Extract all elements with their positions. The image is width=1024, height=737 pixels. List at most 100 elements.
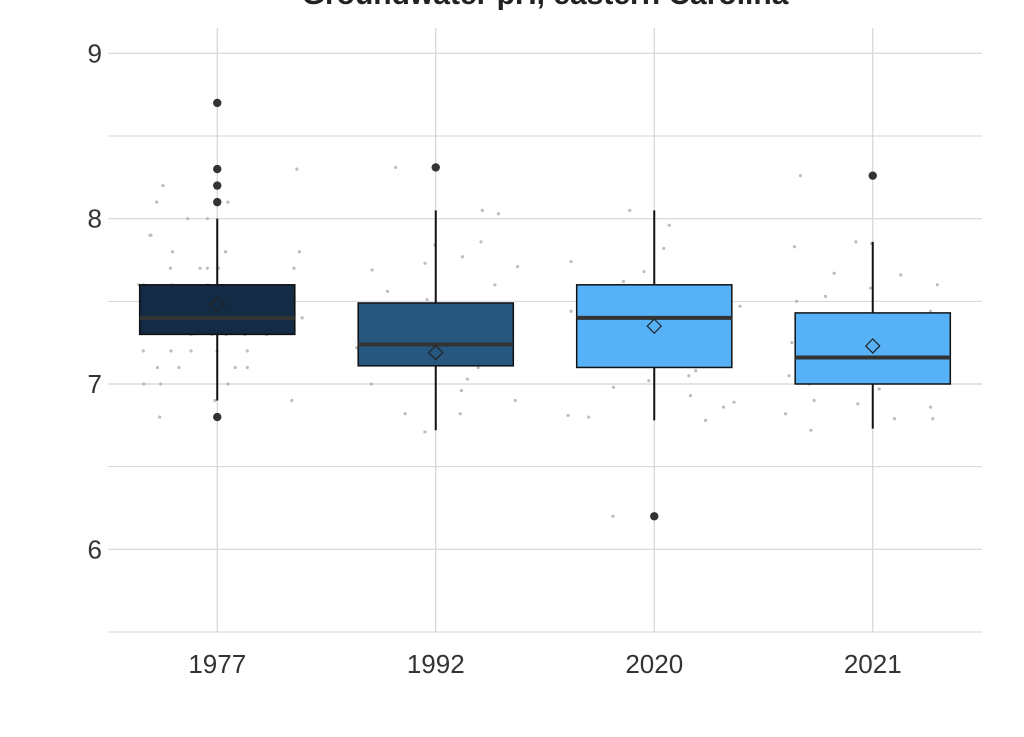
jitter-point: [300, 316, 304, 320]
jitter-point: [479, 240, 483, 244]
outlier-point: [213, 412, 222, 422]
jitter-point: [787, 374, 791, 378]
jitter-point: [245, 365, 249, 370]
jitter-point: [647, 379, 651, 383]
jitter-point: [155, 365, 160, 370]
jitter-point: [158, 415, 162, 419]
x-tick-label: 1977: [188, 649, 246, 679]
jitter-point: [496, 212, 500, 216]
jitter-point: [493, 283, 497, 287]
jitter-point: [177, 365, 181, 370]
jitter-point: [149, 233, 153, 237]
jitter-point: [832, 271, 836, 275]
jitter-point: [245, 349, 249, 353]
jitter-point: [935, 283, 939, 287]
jitter-point: [899, 273, 903, 277]
box-iqr: [794, 312, 952, 385]
jitter-point: [385, 289, 390, 294]
jitter-point: [403, 412, 407, 416]
y-tick-label: 8: [88, 204, 102, 234]
outlier-point: [213, 181, 222, 190]
jitter-point: [869, 286, 873, 290]
jitter-point: [569, 309, 573, 313]
jitter-point: [798, 174, 803, 178]
jitter-point: [812, 398, 816, 403]
jitter-point: [476, 365, 480, 370]
jitter-point: [621, 279, 626, 284]
jitter-point: [170, 250, 175, 254]
jitter-point: [856, 402, 860, 406]
jitter-point: [465, 377, 469, 381]
jitter-point: [292, 266, 296, 270]
jitter-point: [928, 405, 933, 409]
jitter-point: [460, 255, 465, 259]
jitter-point: [290, 398, 294, 403]
jitter-point: [877, 387, 881, 391]
x-axis-ticks: 1977 1992 2020 2021: [188, 649, 901, 679]
jitter-point: [587, 415, 591, 419]
jitter-point: [794, 299, 799, 303]
jitter-point: [792, 245, 797, 249]
jitter-point: [458, 412, 462, 416]
jitter-point: [141, 349, 145, 353]
jitter-point: [928, 309, 933, 313]
mean-marker: [646, 318, 663, 334]
x-tick-label: 2020: [625, 649, 683, 679]
jitter-point: [513, 398, 517, 403]
mean-marker: [427, 344, 444, 361]
jitter-point: [189, 349, 193, 353]
jitter-point: [480, 208, 484, 212]
jitter-point: [566, 413, 570, 418]
jitter-point: [423, 261, 427, 265]
jitter-point: [142, 382, 146, 386]
jitter-point: [569, 260, 573, 264]
jitter-point: [642, 269, 646, 274]
jitter-point: [233, 365, 237, 370]
jitter-point: [687, 374, 691, 378]
jitter-point: [809, 428, 813, 432]
jitter-point: [721, 405, 726, 409]
jitter-point: [161, 184, 165, 188]
jitter-point: [159, 382, 163, 386]
jitter-point: [370, 268, 374, 272]
box-iqr: [138, 284, 296, 336]
jitter-point: [459, 389, 464, 393]
jitter-point: [425, 298, 429, 302]
jitter-point: [892, 417, 897, 421]
jitter-point: [226, 200, 230, 204]
jitter-point: [823, 294, 828, 298]
y-tick-label: 7: [88, 369, 102, 399]
x-tick-label: 2021: [844, 649, 902, 679]
jitter-point: [688, 393, 693, 398]
jitter-point: [628, 208, 632, 212]
jitter-point: [423, 430, 427, 434]
outlier-point: [431, 163, 440, 172]
outlier-point: [650, 512, 659, 521]
jitter-point: [226, 382, 230, 386]
outlier-point: [213, 164, 222, 174]
jitter-point: [611, 385, 616, 389]
jitter-point: [931, 417, 935, 421]
outlier-point: [868, 171, 877, 180]
jitter-point: [213, 398, 217, 403]
outlier-point: [213, 197, 222, 207]
mean-marker: [864, 338, 881, 354]
jitter-point: [168, 266, 173, 270]
jitter-point: [295, 167, 299, 171]
jitter-point: [205, 217, 210, 221]
jitter-point: [198, 266, 202, 270]
mean-marker: [209, 296, 226, 313]
y-tick-label: 6: [88, 534, 102, 564]
chart-title: Groundwater pH, eastern Carolina: [302, 0, 789, 11]
y-tick-label: 9: [88, 38, 102, 68]
jitter-point: [732, 400, 736, 404]
jitter-point: [155, 200, 159, 204]
box-iqr: [575, 284, 733, 369]
x-tick-label: 1992: [407, 649, 465, 679]
boxes: [138, 98, 952, 521]
jitter-point: [223, 250, 228, 254]
jitter-point: [516, 265, 520, 269]
jitter-point: [854, 240, 858, 244]
y-axis-ticks: 6 7 8 9: [88, 38, 102, 564]
